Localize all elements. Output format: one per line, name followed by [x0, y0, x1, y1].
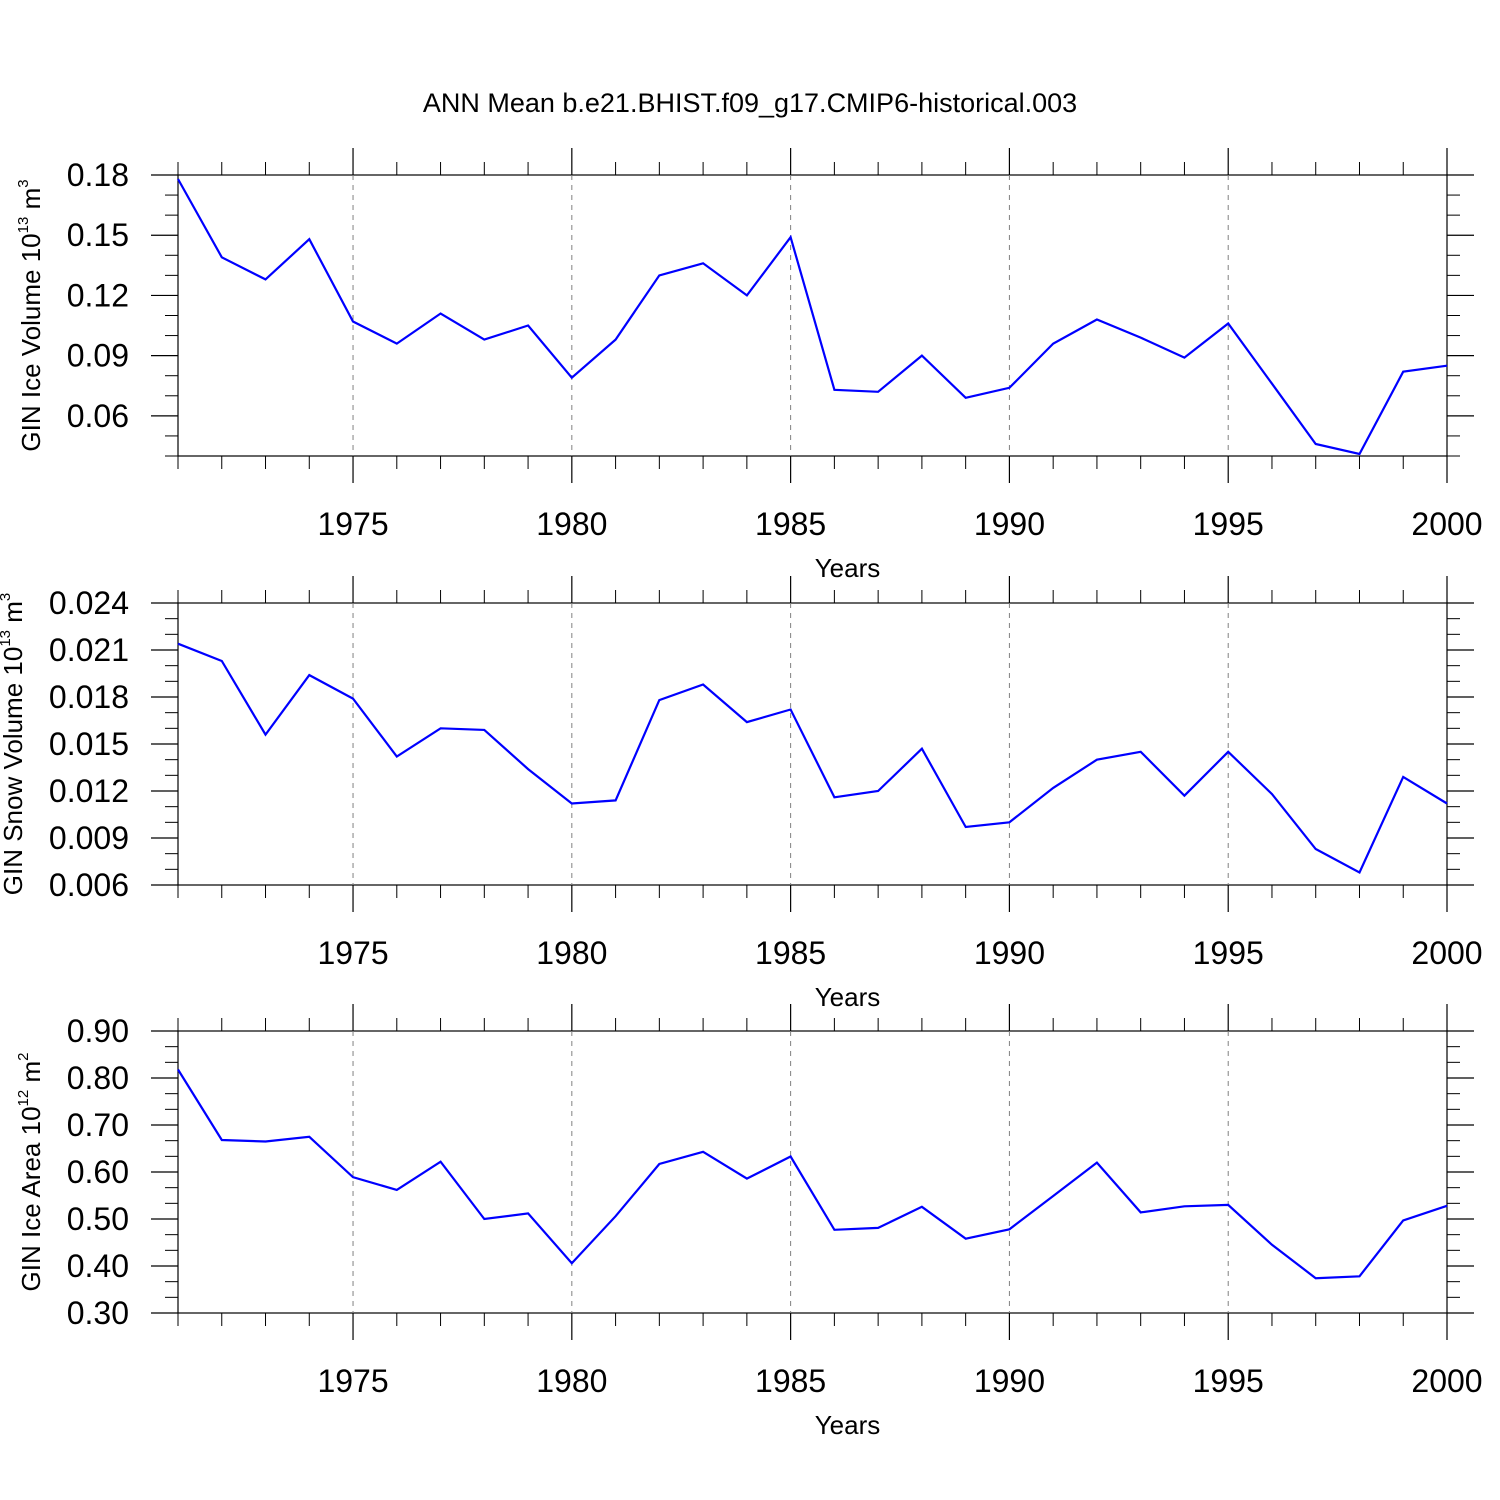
x-tick-label: 2000: [1411, 1363, 1482, 1399]
y-axis-label-superscript: 2: [15, 1053, 32, 1061]
y-tick-label: 0.006: [49, 867, 129, 903]
y-axis-label-superscript: 12: [15, 1090, 32, 1107]
x-tick-label: 1990: [974, 506, 1045, 542]
y-axis-label: GIN Ice Area 1012 m2: [15, 1053, 46, 1292]
y-tick-label: 0.60: [67, 1154, 129, 1190]
series-line: [177, 1068, 1448, 1280]
x-tick-label: 1985: [755, 935, 826, 971]
series-line: [177, 178, 1448, 456]
x-tick-label: 1980: [536, 935, 607, 971]
x-axis-label: Years: [815, 982, 881, 1012]
y-axis-label-part: GIN Ice Area 10: [16, 1106, 46, 1291]
x-tick-label: 1995: [1193, 935, 1264, 971]
x-tick-label: 1990: [974, 1363, 1045, 1399]
x-tick-label: 1985: [755, 1363, 826, 1399]
x-tick-label: 1975: [317, 506, 388, 542]
y-tick-label: 0.021: [49, 632, 129, 668]
x-axis-label: Years: [815, 1410, 881, 1440]
y-axis-label-part: m: [16, 1061, 46, 1090]
y-tick-label: 0.30: [67, 1295, 129, 1331]
figure-title: ANN Mean b.e21.BHIST.f09_g17.CMIP6-histo…: [423, 88, 1077, 118]
y-axis-label-superscript: 13: [0, 630, 14, 647]
y-tick-label: 0.018: [49, 679, 129, 715]
series-line: [177, 642, 1448, 875]
y-axis-label-part: GIN Snow Volume 10: [0, 647, 28, 896]
y-tick-label: 0.18: [67, 157, 129, 193]
y-tick-label: 0.50: [67, 1201, 129, 1237]
y-axis-label: GIN Ice Volume 1013 m3: [15, 179, 46, 451]
y-axis-label: GIN Snow Volume 1013 m3: [0, 593, 28, 896]
y-axis-label-part: m: [0, 601, 28, 630]
y-tick-label: 0.15: [67, 217, 129, 253]
y-tick-label: 0.80: [67, 1060, 129, 1096]
y-tick-label: 0.015: [49, 726, 129, 762]
y-tick-label: 0.70: [67, 1107, 129, 1143]
x-tick-label: 1980: [536, 1363, 607, 1399]
x-tick-label: 1990: [974, 935, 1045, 971]
y-tick-label: 0.90: [67, 1013, 129, 1049]
panel-1: 1975 1980 1985 1990 1995 2000 0.06 0.09 0.12 0.15…: [15, 148, 1483, 583]
y-tick-label: 0.012: [49, 773, 129, 809]
y-tick-label: 0.024: [49, 585, 129, 621]
y-axis-label-superscript: 3: [0, 593, 14, 601]
x-tick-label: 1975: [317, 935, 388, 971]
x-tick-label: 1995: [1193, 506, 1264, 542]
y-tick-label: 0.06: [67, 398, 129, 434]
x-tick-label: 1985: [755, 506, 826, 542]
x-tick-label: 1975: [317, 1363, 388, 1399]
x-axis-label: Years: [815, 553, 881, 583]
y-axis-label-superscript: 13: [15, 217, 32, 234]
y-tick-label: 0.009: [49, 820, 129, 856]
y-tick-label: 0.40: [67, 1248, 129, 1284]
x-tick-label: 1995: [1193, 1363, 1264, 1399]
panel-3: 1975 1980 1985 1990 1995 2000 0.30 0.40 0.50 0.60…: [15, 1004, 1483, 1440]
y-axis-label-part: m: [16, 188, 46, 217]
y-axis-label-part: GIN Ice Volume 10: [16, 233, 46, 451]
y-axis-label-superscript: 3: [15, 179, 32, 187]
panel-2: 1975 1980 1985 1990 1995 2000 0.006 0.009 0.012 0…: [0, 576, 1483, 1012]
x-tick-label: 2000: [1411, 506, 1482, 542]
x-tick-label: 2000: [1411, 935, 1482, 971]
x-tick-label: 1980: [536, 506, 607, 542]
y-tick-label: 0.09: [67, 338, 129, 374]
y-tick-label: 0.12: [67, 277, 129, 313]
